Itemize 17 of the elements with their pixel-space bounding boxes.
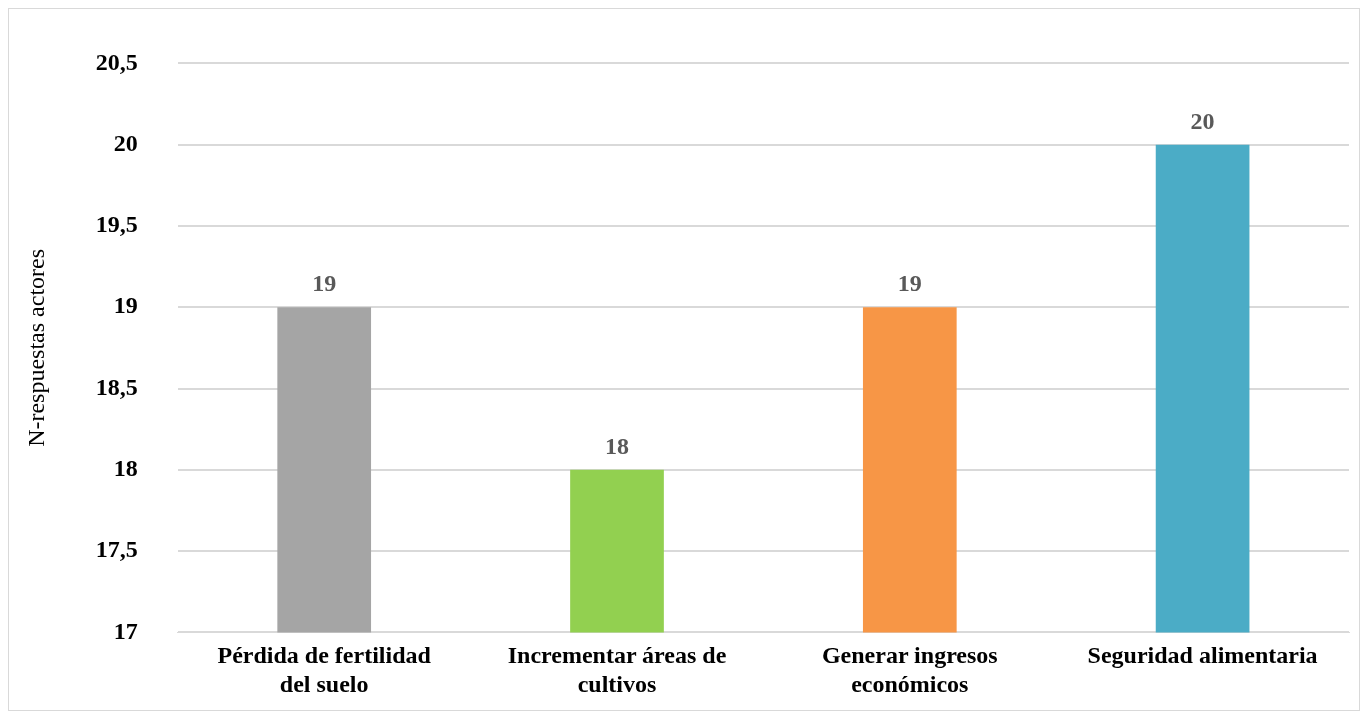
y-axis-title: N-respuestas actores xyxy=(22,248,49,447)
y-tick-label: 18 xyxy=(113,455,138,482)
data-label: 18 xyxy=(605,433,629,460)
data-label: 19 xyxy=(312,270,337,297)
y-tick-label: 20 xyxy=(113,129,138,156)
y-tick-label: 17 xyxy=(113,617,138,644)
data-label: 19 xyxy=(897,270,922,297)
x-tick-label: Seguridad alimentaria xyxy=(1087,642,1318,668)
y-tick-label: 19 xyxy=(113,292,138,319)
y-tick-label: 20,5 xyxy=(95,48,138,75)
x-tick-label: Pérdida de fertilidad del suelo xyxy=(217,642,432,697)
y-tick-label: 18,5 xyxy=(95,373,138,400)
y-tick-label: 19,5 xyxy=(95,211,138,238)
x-tick-label: Incrementar áreas de cultivos xyxy=(507,642,727,697)
y-tick-label: 17,5 xyxy=(95,536,138,563)
data-label: 20 xyxy=(1190,107,1215,134)
x-tick-label: Generar ingresos económicos xyxy=(821,642,998,697)
